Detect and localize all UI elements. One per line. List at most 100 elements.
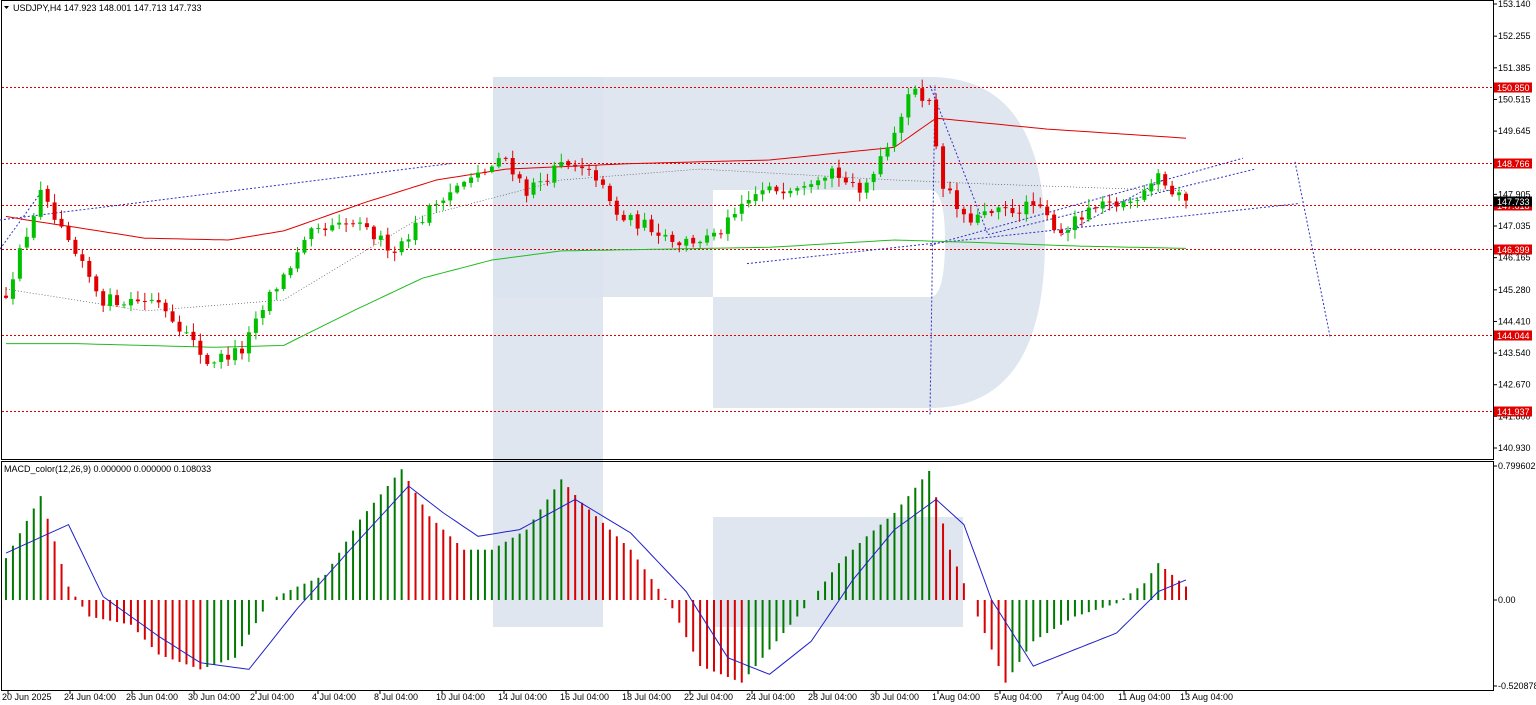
candle-body <box>10 279 15 299</box>
macd-axis: 0.799602 0.00 -0.520878 <box>1493 461 1536 691</box>
candle-body <box>906 94 911 118</box>
candle-body <box>73 239 78 254</box>
candle-body <box>628 214 633 221</box>
candle-body <box>718 233 723 235</box>
candle-body <box>1003 207 1008 209</box>
candle-body <box>448 192 453 201</box>
macd-tick-label-2: -0.520878 <box>1498 681 1536 691</box>
candle-body <box>566 161 571 166</box>
level-label-box-1 <box>1494 158 1532 169</box>
candle-body <box>878 156 883 175</box>
price-header: USDJPY,H4 147.923 148.001 147.713 147.73… <box>13 3 202 13</box>
candle-body <box>1184 193 1188 201</box>
candle-body <box>885 147 890 157</box>
price-tick-label-3: 150.515 <box>1498 94 1531 104</box>
candle-body <box>59 218 64 227</box>
candle-body <box>899 116 904 133</box>
candle-body <box>600 179 605 185</box>
trend-line-5 <box>1061 179 1164 235</box>
time-tick-label-5: 4 Jul 04:00 <box>312 692 356 702</box>
candle-body <box>378 235 383 240</box>
candle-body <box>295 252 300 269</box>
level-labels: 150.850148.766147.618146.399144.044141.9… <box>1494 82 1532 417</box>
candle-body <box>489 166 494 173</box>
candle-body <box>17 248 22 279</box>
watermark-shape <box>493 77 1045 408</box>
time-tick-label-13: 28 Jul 04:00 <box>808 692 857 702</box>
candle-body <box>649 219 654 233</box>
candle-body <box>663 234 668 237</box>
time-tick-label-2: 26 Jun 04:00 <box>126 692 178 702</box>
trend-line-6 <box>929 85 936 415</box>
candle-body <box>802 186 807 188</box>
time-tick-label-11: 22 Jul 04:00 <box>684 692 733 702</box>
symbol-dropdown-icon[interactable] <box>4 6 9 9</box>
candle-body <box>31 216 36 238</box>
time-tick-label-4: 2 Jul 04:00 <box>250 692 294 702</box>
dotted-mid-line <box>5 168 1187 312</box>
candle-body <box>559 162 564 167</box>
candle-body <box>788 190 793 194</box>
candle-body <box>94 276 99 292</box>
candle-body <box>1031 201 1036 206</box>
time-tick-label-10: 18 Jul 04:00 <box>622 692 671 702</box>
price-tick-label-1: 152.255 <box>1498 31 1531 41</box>
candle-body <box>1072 216 1077 231</box>
candle-body <box>371 226 376 240</box>
time-tick-label-19: 13 Aug 04:00 <box>1180 692 1233 702</box>
candle-body <box>246 332 251 354</box>
candle-body <box>184 332 189 334</box>
candle-body <box>156 300 161 303</box>
candle-body <box>913 88 918 95</box>
level-label-5: 141.937 <box>1497 407 1530 417</box>
candle-body <box>725 217 730 234</box>
candle-body <box>392 251 397 253</box>
trend-lines <box>0 85 1331 415</box>
candle-body <box>830 168 834 179</box>
trend-line-4 <box>987 168 1256 236</box>
candle-body <box>594 170 598 181</box>
trend-line-7 <box>929 85 989 235</box>
candle-body <box>87 260 92 277</box>
time-tick-label-6: 8 Jul 04:00 <box>374 692 418 702</box>
price-tick-label-14: 140.930 <box>1498 443 1531 453</box>
candle-body <box>406 239 411 242</box>
candle-body <box>1038 204 1043 207</box>
price-tick-label-9: 145.280 <box>1498 285 1531 295</box>
candle-body <box>1066 230 1070 233</box>
candle-body <box>635 214 640 229</box>
candle-body <box>420 222 425 224</box>
candle-body <box>1163 174 1168 186</box>
candle-body <box>739 203 744 214</box>
candle-body <box>219 353 224 363</box>
candlesticks <box>4 79 1188 369</box>
macd-signal-line <box>5 485 1187 675</box>
price-tick-label-6: 147.905 <box>1498 189 1531 199</box>
time-tick-label-8: 14 Jul 04:00 <box>498 692 547 702</box>
level-label-box-4 <box>1494 330 1532 341</box>
candle-body <box>774 186 779 192</box>
candle-body <box>927 99 932 101</box>
candle-body <box>163 302 168 312</box>
candle-body <box>823 177 828 181</box>
candle-body <box>427 205 432 223</box>
candle-body <box>621 214 626 221</box>
price-tick-label-7: 147.035 <box>1498 221 1531 231</box>
candle-body <box>1024 201 1029 215</box>
price-axis: 153.140 152.255 151.385 150.515 149.645 148.7… <box>1493 0 1531 453</box>
candle-body <box>462 181 467 187</box>
candle-body <box>545 180 550 182</box>
candle-body <box>1045 206 1050 216</box>
candle-body <box>948 188 952 191</box>
candle-body <box>253 318 258 333</box>
candle-body <box>538 181 543 183</box>
level-label-1: 148.766 <box>1497 159 1530 169</box>
candle-body <box>288 268 293 276</box>
candle-body <box>1121 202 1126 208</box>
candle-body <box>142 301 147 303</box>
candle-body <box>712 232 716 237</box>
candle-body <box>434 203 439 205</box>
candle-body <box>1010 207 1015 214</box>
time-tick-label-16: 5 Aug 04:00 <box>994 692 1042 702</box>
candle-body <box>531 182 536 195</box>
